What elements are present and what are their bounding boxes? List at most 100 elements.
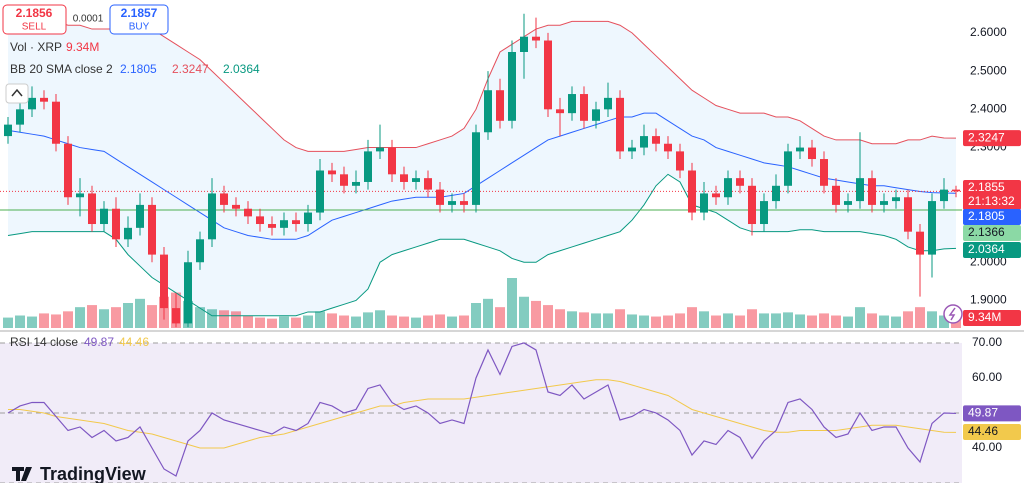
brand-name: TradingView	[40, 464, 147, 483]
y-tick-label: 2.4000	[970, 102, 1007, 116]
candle-body	[904, 197, 912, 232]
volume-bar	[675, 313, 685, 328]
sell-button[interactable]	[2, 4, 67, 35]
volume-bar	[843, 316, 853, 328]
candle-body	[544, 40, 552, 110]
alert-bolt	[948, 307, 956, 321]
candle-body	[352, 181, 360, 186]
candle-body	[484, 90, 492, 133]
volume-bar	[279, 316, 289, 328]
candle-body	[784, 151, 792, 186]
candle-body	[496, 90, 504, 121]
price-tag-label: 9.34M	[968, 310, 1001, 324]
candle-body	[316, 170, 324, 213]
candle-body	[100, 208, 108, 225]
brand-logo	[12, 467, 32, 481]
rsi-tick-label: 60.00	[972, 370, 1002, 384]
candle-body	[232, 204, 240, 209]
candle-body	[424, 178, 432, 190]
volume-bar	[375, 310, 385, 328]
price-tag-label: 2.3247	[968, 130, 1005, 144]
candle-body	[292, 220, 300, 225]
volume-bar	[519, 296, 529, 328]
candle-body	[52, 101, 60, 144]
bb-lower-value: 2.0364	[223, 62, 260, 76]
candle-body	[856, 178, 864, 202]
candle-body	[892, 197, 900, 202]
rsi-tick-label: 40.00	[972, 440, 1002, 454]
candle-body	[340, 174, 348, 186]
candle-body	[112, 208, 120, 240]
candle-body	[748, 185, 756, 225]
volume-bar	[507, 278, 517, 328]
volume-bar	[39, 313, 49, 328]
candle-body	[724, 178, 732, 198]
volume-bar	[651, 316, 661, 328]
candle-body	[592, 109, 600, 121]
candle-body	[28, 97, 36, 110]
volume-bar	[147, 305, 157, 328]
volume-bar	[51, 314, 61, 328]
price-tag	[963, 180, 1021, 210]
candle-body	[580, 94, 588, 121]
candle-body	[952, 189, 960, 192]
buy-button[interactable]	[109, 4, 169, 35]
volume-bar	[363, 312, 373, 328]
volume-bar	[447, 316, 457, 328]
volume-bar	[939, 315, 949, 328]
candle-body	[652, 136, 660, 144]
volume-bar	[339, 315, 349, 328]
volume-bar	[63, 311, 73, 328]
volume-bar	[267, 318, 277, 328]
volume-bar	[735, 315, 745, 328]
volume-bar	[99, 309, 109, 328]
candle-body	[772, 185, 780, 202]
candle-body	[760, 201, 768, 225]
candle-body	[4, 124, 12, 137]
candle-body	[88, 193, 96, 225]
candle-body	[364, 151, 372, 182]
candle-body	[304, 212, 312, 225]
candle-body	[832, 185, 840, 205]
alert-icon[interactable]	[943, 304, 963, 324]
volume-bar	[699, 311, 709, 328]
sell-label: SELL	[22, 22, 47, 33]
rsi-line	[7, 342, 957, 477]
volume-bar	[291, 317, 301, 328]
y-tick-label: 2.6000	[970, 25, 1007, 39]
candle-body	[256, 216, 264, 225]
bb-fill	[8, 9, 956, 316]
volume-bar	[747, 309, 757, 328]
volume-bar	[639, 315, 649, 328]
candle-body	[40, 97, 48, 102]
volume-bar	[807, 315, 817, 328]
price-tag	[963, 310, 1021, 326]
candle-body	[472, 132, 480, 205]
volume-bar	[819, 313, 829, 328]
rsi-ma-value: 44.46	[119, 335, 149, 349]
candle-body	[220, 193, 228, 205]
candle-body	[808, 147, 816, 160]
volume-bar	[195, 307, 205, 328]
volume-bar	[75, 307, 85, 328]
volume-bar	[423, 315, 433, 328]
volume-bar	[867, 313, 877, 328]
volume-bar	[603, 313, 613, 328]
candle-body	[412, 178, 420, 182]
volume-bar	[15, 315, 25, 328]
sell-price: 2.1856	[16, 6, 53, 20]
volume-bar	[351, 316, 361, 328]
candle-body	[136, 204, 144, 228]
y-tick-label: 2.5000	[970, 63, 1007, 77]
volume-bar	[435, 314, 445, 328]
candle-body	[184, 262, 192, 324]
price-tag	[963, 405, 1021, 422]
volume-bar	[627, 314, 637, 328]
volume-bar	[135, 298, 145, 328]
volume-bar	[411, 317, 421, 328]
candle-body	[736, 178, 744, 186]
collapse-button[interactable]	[5, 83, 29, 104]
candle-body	[64, 143, 72, 198]
volume-bar	[483, 298, 493, 328]
